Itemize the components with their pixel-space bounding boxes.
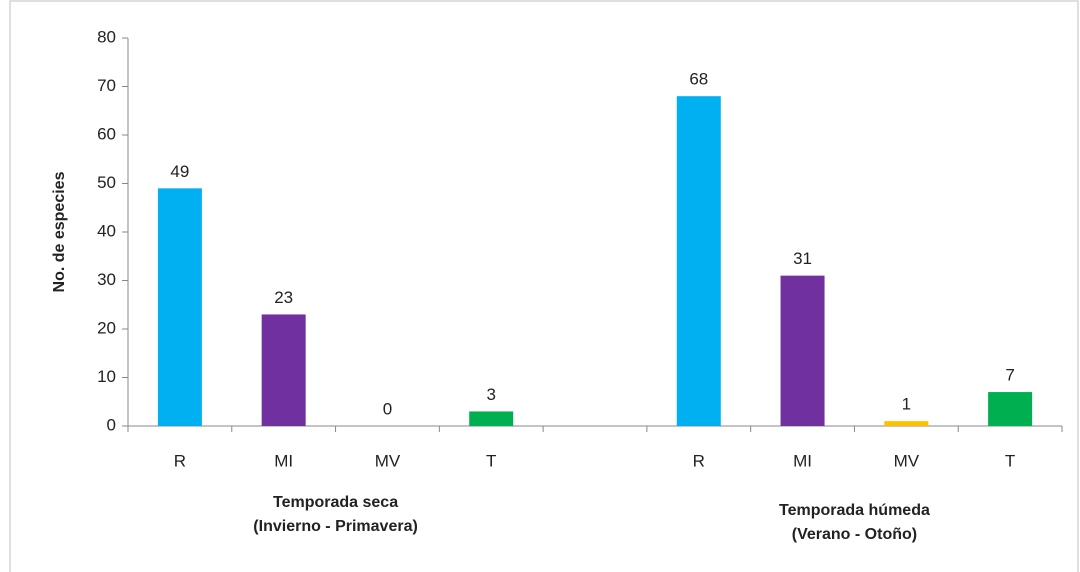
bar [884, 421, 929, 426]
y-tick-label: 80 [97, 27, 116, 46]
x-tick-label: MV [375, 451, 401, 470]
group-label: Temporada húmeda [779, 502, 930, 519]
x-tick-label: R [174, 451, 186, 470]
data-label: 7 [1005, 366, 1014, 385]
y-tick-label: 60 [97, 124, 116, 143]
x-tick-label: MI [274, 451, 293, 470]
data-label: 1 [902, 395, 911, 414]
bar [676, 96, 721, 426]
data-label: 68 [689, 70, 708, 89]
data-label: 0 [383, 399, 392, 418]
bar [780, 275, 825, 426]
y-tick-label: 30 [97, 270, 116, 289]
y-tick-label: 0 [107, 415, 116, 434]
group-label: (Verano - Otoño) [792, 526, 917, 543]
y-tick-label: 70 [97, 76, 116, 95]
data-label: 31 [793, 249, 812, 268]
bar [261, 314, 306, 426]
x-tick-label: R [693, 451, 705, 470]
y-tick-label: 50 [97, 173, 116, 192]
x-tick-label: MV [894, 451, 920, 470]
group-label: (Invierno - Primavera) [253, 518, 418, 535]
y-tick-label: 10 [97, 367, 116, 386]
bar [988, 392, 1033, 426]
y-tick-label: 20 [97, 318, 116, 337]
data-label: 3 [486, 385, 495, 404]
x-tick-label: T [1005, 451, 1015, 470]
y-tick-label: 40 [97, 221, 116, 240]
y-axis-label: No. de especies [51, 171, 68, 292]
x-tick-label: MI [793, 451, 812, 470]
bar [469, 411, 514, 426]
group-label: Temporada seca [273, 494, 398, 511]
data-label: 49 [170, 162, 189, 181]
bar [157, 188, 202, 426]
x-tick-label: T [486, 451, 496, 470]
chart-border [9, 0, 1079, 572]
data-label: 23 [274, 288, 293, 307]
